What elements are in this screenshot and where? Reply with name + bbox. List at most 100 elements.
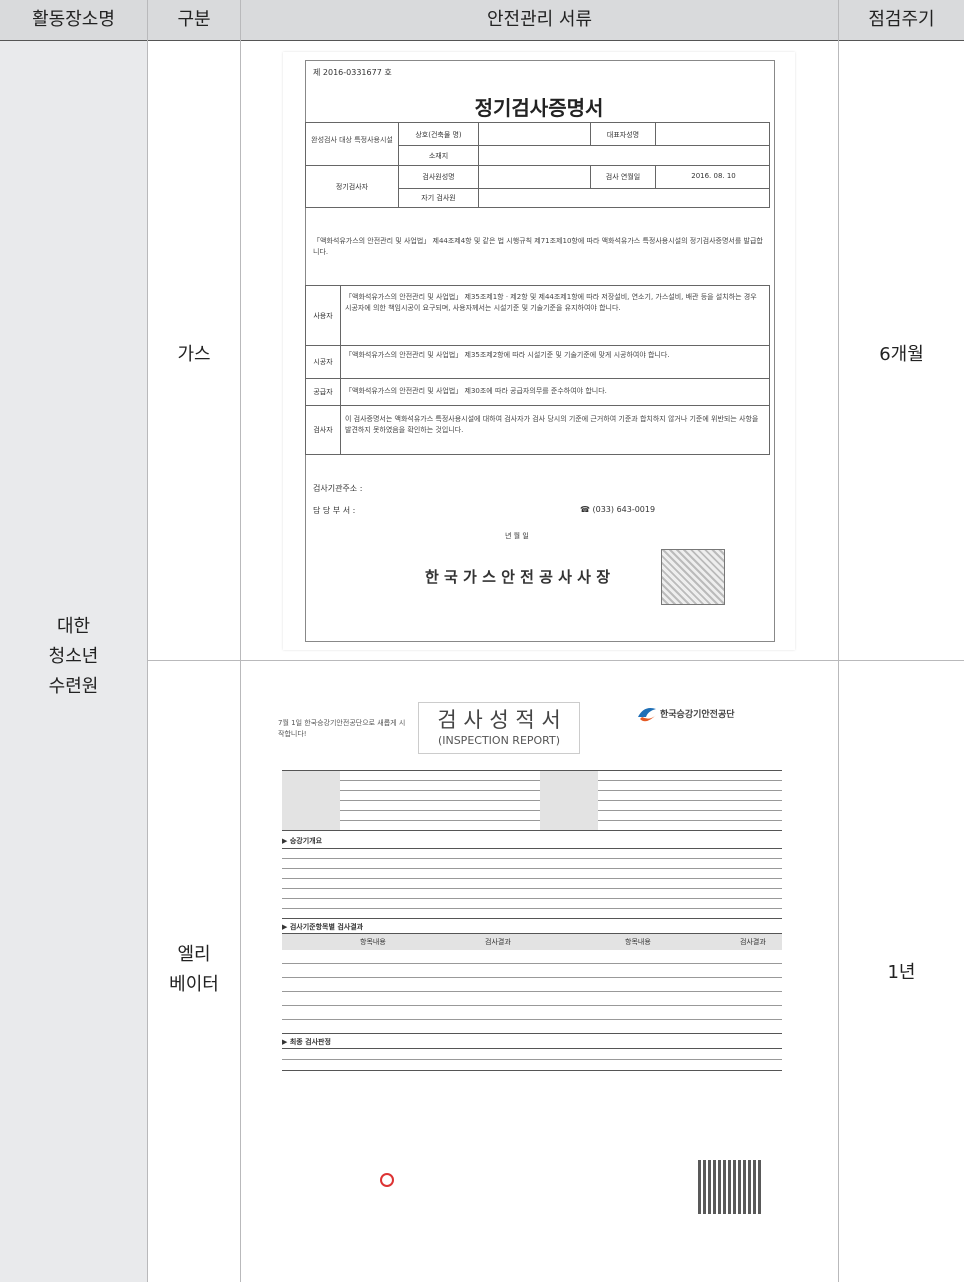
cert-statement: 「액화석유가스의 안전관리 및 사업법」 제44조제4항 및 같은 법 시행규칙… [313,237,763,256]
table-line [282,963,782,964]
column-header: 항목내용 [360,938,386,946]
stamp [380,1173,394,1187]
field-label: 정기검사자 [335,183,369,191]
table-line [282,1033,782,1034]
qr-code [698,1160,762,1214]
table-line [590,122,591,145]
table-line [282,888,782,889]
cycle: 1년 [887,962,916,983]
table-line [340,285,341,455]
result-header [282,933,782,950]
agency-logo [638,708,656,722]
agency-name: 한국승강기안전공단 [660,710,735,720]
table-line [305,345,770,346]
table-line [282,848,782,849]
table-line [398,188,770,189]
table-line [282,790,782,791]
table-line [282,770,782,771]
column-header: 항목내용 [625,938,651,946]
place-line: 대한 [56,616,91,637]
official-seal [661,549,725,605]
place-cell [0,41,147,1282]
table-line [282,977,782,978]
category-line: 엘리 [177,944,211,965]
header-cell: 점검주기 [839,0,964,40]
header-cell: 활동장소명 [0,0,147,40]
table-line [655,122,656,145]
category-line: 베이터 [169,974,219,995]
duty-text: 이 검사증명서는 액화석유가스 특정사용시설에 대하여 검사자가 검사 당시의 … [345,415,759,434]
label-column [282,771,340,830]
table-line [655,165,656,188]
row-line [147,660,964,661]
table-line [305,405,770,406]
field-label: 검사 연월일 [605,173,641,181]
table-line [282,918,782,919]
header-cell: 안전관리 서류 [241,0,838,40]
agency-notice: 7월 1일 한국승강기안전공단으로 새롭게 시작합니다! [278,719,406,738]
header-rule [0,40,964,41]
duty-role: 공급자 [313,388,333,396]
place-line: 수련원 [48,676,99,697]
section-heading: ▶ 검사기준항목별 검사결과 [282,923,364,931]
table-line [282,780,782,781]
date-line: 년 월 일 [505,532,529,540]
address-label: 검사기관주소 : [313,484,363,493]
table-line [282,1005,782,1006]
column-line [240,0,241,1282]
issuer: 한 국 가 스 안 전 공 사 사 장 [425,568,611,586]
field-label: 대표자성명 [606,131,640,139]
section-heading: ▶ 최종 검사판정 [282,1038,331,1046]
duties-table [305,285,770,455]
cycle: 6개월 [879,344,924,365]
field-label: 소재지 [428,152,449,160]
column-line [838,0,839,1282]
table-line [282,830,782,831]
table-line [282,1048,782,1049]
column-line [147,0,148,1282]
label-column [540,771,598,830]
table-line [282,908,782,909]
column-header: 검사결과 [740,938,766,946]
elevator-report: 7월 1일 한국승강기안전공단으로 새롭게 시작합니다! 검 사 성 적 서 (… [270,690,790,1250]
gas-certificate: 제 2016-0331677 호 정기검사증명서 완성검사 대상 특정사용시설 … [283,52,795,650]
category: 엘리 베이터 [148,940,240,1000]
column-header: 검사결과 [485,938,511,946]
field-value: 2016. 08. 10 [691,172,736,180]
table-line [282,991,782,992]
category: 가스 [177,344,211,365]
field-label: 검사원성명 [422,173,455,181]
field-label: 상호(건축물 명) [415,131,462,139]
table-line [305,165,770,166]
phone: ☎ (033) 643-0019 [580,505,656,514]
header-cell: 구분 [148,0,240,40]
place-line: 청소년 [48,646,99,667]
table-line [282,1059,782,1060]
place-text: 대한 청소년 수련원 [0,612,147,702]
table-line [282,858,782,859]
table-line [282,1070,782,1071]
field-label: 자기 검사원 [421,194,456,202]
table-line [305,378,770,379]
cert-title: 정기검사증명서 [474,96,604,120]
duty-role: 검사자 [313,426,333,434]
table-line [590,165,591,188]
report-subtitle: (INSPECTION REPORT) [437,734,561,747]
table-line [282,810,782,811]
table-line [282,800,782,801]
cert-number: 제 2016-0331677 호 [313,68,392,77]
table-line [282,820,782,821]
dept-label: 담 당 부 서 : [313,506,356,515]
title-box [418,702,580,754]
table-line [282,868,782,869]
duty-role: 사용자 [313,312,333,320]
duty-text: 「액화석유가스의 안전관리 및 사업법」 제35조제2항에 따라 시설기준 및 … [345,351,670,359]
table-line [398,145,770,146]
duty-text: 「액화석유가스의 안전관리 및 사업법」 제35조제1항 · 제2항 및 제44… [345,293,757,312]
section-heading: ▶ 승강기개요 [282,837,323,845]
table-line [282,878,782,879]
table-line [282,1019,782,1020]
duty-text: 「액화석유가스의 안전관리 및 사업법」 제30조에 따라 공급자의무를 준수하… [345,387,607,395]
table-line [282,898,782,899]
